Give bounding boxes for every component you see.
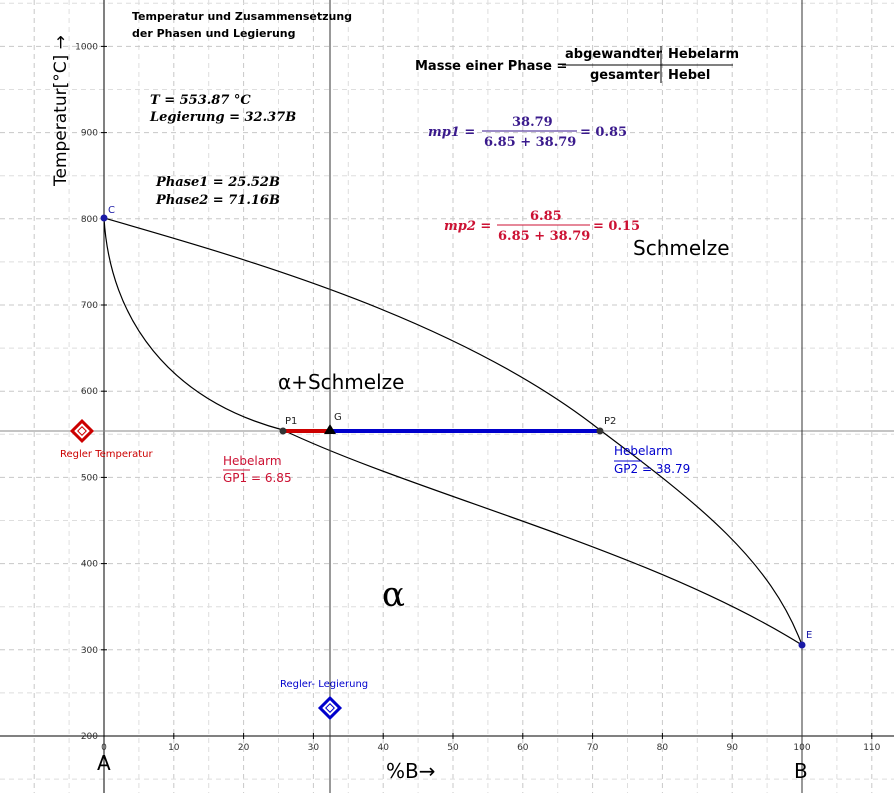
mp2-numerator: 6.85 xyxy=(530,209,562,224)
x-tick-label: 70 xyxy=(587,743,599,753)
x-tick-label: 20 xyxy=(238,743,250,753)
label-c: C xyxy=(108,205,115,216)
formula-num-left: abgewandter xyxy=(565,47,663,62)
x-tick-label: 10 xyxy=(168,743,180,753)
readout-alloy: Legierung = 32.37B xyxy=(149,110,296,125)
region-two-phase: α+Schmelze xyxy=(278,370,404,394)
region-alpha: α xyxy=(382,575,405,615)
point-p2[interactable] xyxy=(596,427,604,435)
formula-den-left: gesamter xyxy=(590,68,660,83)
gp1-value: GP1 = 6.85 xyxy=(223,471,292,485)
point-g-marker[interactable] xyxy=(324,424,336,434)
label-g: G xyxy=(334,412,342,423)
title-line2: der Phasen und Legierung xyxy=(132,27,295,40)
gp2-value: GP2 = 38.79 xyxy=(614,462,690,476)
y-tick-label: 800 xyxy=(81,215,98,225)
y-axis-label: Temperatur[°C] → xyxy=(51,35,71,187)
y-tick-label: 200 xyxy=(81,732,98,742)
x-tick-label: 90 xyxy=(726,743,738,753)
y-tick-label: 900 xyxy=(81,129,98,139)
point-c[interactable] xyxy=(100,214,108,222)
liquidus-curve xyxy=(103,217,803,646)
temperature-slider-core xyxy=(77,426,87,436)
x-tick-label: 40 xyxy=(377,743,389,753)
gp2-title: Hebelarm xyxy=(614,444,673,458)
mp2-denominator: 6.85 + 38.79 xyxy=(498,229,590,244)
y-tick-label: 300 xyxy=(81,646,98,656)
x-axis-label: %B→ xyxy=(386,759,435,783)
x-tick-label: 60 xyxy=(517,743,529,753)
y-tick-label: 400 xyxy=(81,560,98,570)
region-melt: Schmelze xyxy=(633,236,730,260)
y-tick-label: 500 xyxy=(81,473,98,483)
label-p2: P2 xyxy=(604,416,616,427)
mp1-result: = 0.85 xyxy=(580,125,627,140)
mp2-formula: mp2 = 6.85 6.85 + 38.79 = 0.15 xyxy=(444,209,640,244)
alloy-slider-label: Regler- Legierung xyxy=(280,679,368,690)
alloy-slider-core xyxy=(325,703,335,713)
lever-rule-formula: Masse einer Phase = abgewandter Hebelarm… xyxy=(415,46,739,83)
solidus-curve xyxy=(103,217,803,646)
mp1-denominator: 6.85 + 38.79 xyxy=(484,135,576,150)
temperature-slider-label: Regler Temperatur xyxy=(60,449,154,460)
x-tick-label: 50 xyxy=(447,743,459,753)
mp2-result: = 0.15 xyxy=(593,219,640,234)
x-tick-label: 110 xyxy=(863,743,880,753)
gp1-title: Hebelarm xyxy=(223,454,282,468)
formula-den-right: Hebel xyxy=(668,68,710,83)
formula-lhs: Masse einer Phase = xyxy=(415,59,567,74)
point-e[interactable] xyxy=(798,641,806,649)
alloy-slider[interactable] xyxy=(317,695,343,721)
mp1-label: mp1 = xyxy=(428,125,475,140)
readout-temperature: T = 553.87 °C xyxy=(150,93,251,108)
point-p1[interactable] xyxy=(279,427,287,435)
x-tick-label: 80 xyxy=(657,743,669,753)
label-e: E xyxy=(806,630,812,641)
y-tick-label: 700 xyxy=(81,301,98,311)
x-tick-label: 0 xyxy=(101,743,107,753)
mp1-numerator: 38.79 xyxy=(512,115,553,130)
readout-phase2: Phase2 = 71.16B xyxy=(155,193,280,208)
title-line1: Temperatur und Zusammensetzung xyxy=(132,10,352,23)
mp1-formula: mp1 = 38.79 6.85 + 38.79 = 0.85 xyxy=(428,115,627,150)
label-p1: P1 xyxy=(285,416,297,427)
corner-label-a: A xyxy=(97,751,111,775)
readout-phase1: Phase1 = 25.52B xyxy=(155,175,280,190)
mp2-label: mp2 = xyxy=(444,219,491,234)
formula-num-right: Hebelarm xyxy=(668,47,739,62)
temperature-slider[interactable] xyxy=(69,418,95,444)
y-tick-label: 1000 xyxy=(75,42,98,52)
y-tick-label: 600 xyxy=(81,387,98,397)
x-tick-label: 30 xyxy=(308,743,320,753)
corner-label-b: B xyxy=(794,759,808,783)
